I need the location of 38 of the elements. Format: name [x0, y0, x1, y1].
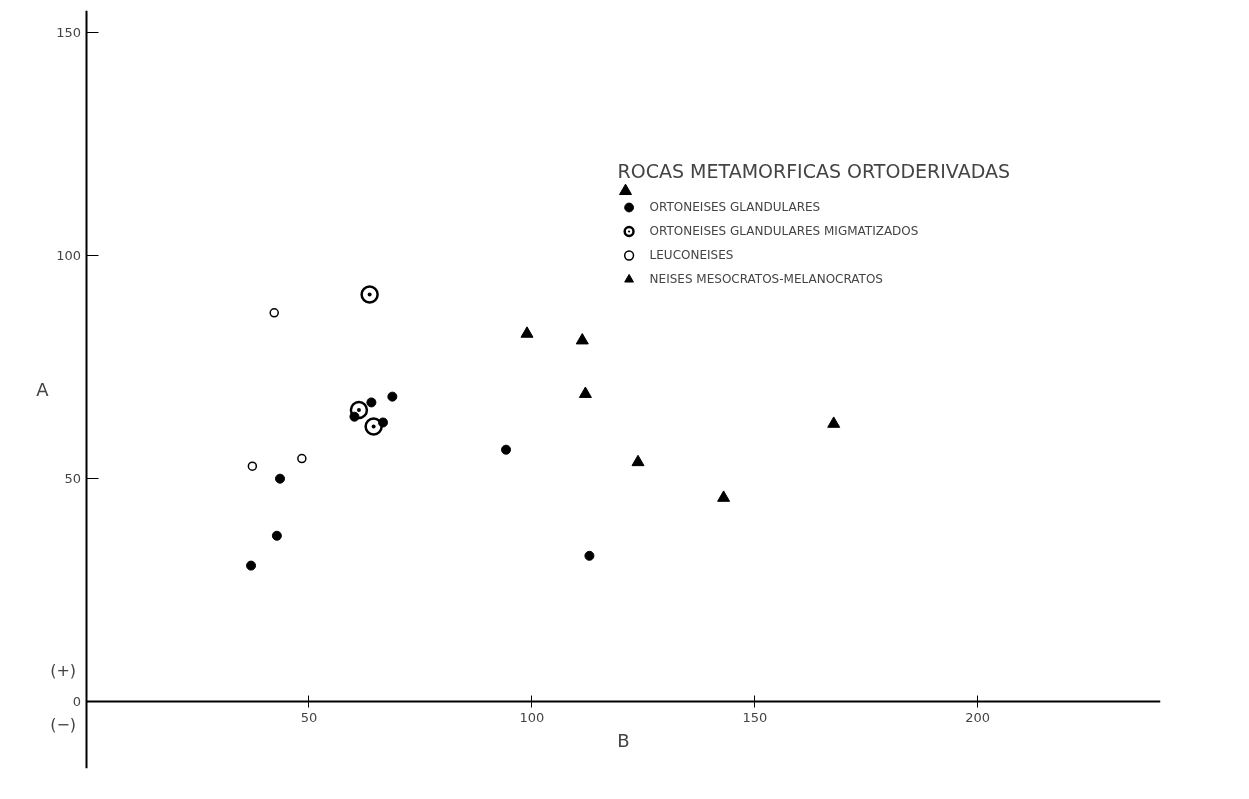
point [520, 326, 534, 338]
point [578, 386, 592, 398]
point [275, 473, 286, 484]
x-tick-label: 100 [519, 709, 545, 725]
legend-label: LEUCONEISES [649, 247, 734, 264]
legend-label: ORTONEISES GLANDULARES [649, 199, 821, 216]
point [246, 560, 257, 571]
point [271, 530, 282, 541]
legend-label: NEISES MESOCRATOS-MELANOCRATOS [649, 271, 883, 288]
y-tick-label: 150 [56, 25, 82, 41]
y-tick-label: 0 [72, 694, 82, 710]
y-axis-title: A [36, 379, 50, 400]
point [501, 444, 512, 455]
x-tick-label: 50 [300, 709, 318, 725]
point [364, 417, 383, 436]
x-tick-label: 150 [742, 709, 768, 725]
point [584, 550, 595, 561]
y-tick-label: 100 [56, 248, 82, 264]
point [247, 461, 258, 471]
legend-label: ORTONEISES GLANDULARES MIGMATIZADOS [649, 223, 919, 240]
point [297, 453, 307, 464]
point [349, 411, 360, 422]
text: (−) [50, 714, 77, 734]
point [378, 417, 388, 428]
point [575, 333, 589, 345]
point [360, 285, 379, 304]
x-axis-title: B [617, 729, 630, 751]
point [387, 391, 398, 402]
point [717, 490, 731, 502]
y-tick-label: 50 [64, 471, 82, 487]
x-tick-label: 200 [965, 709, 991, 725]
point [827, 416, 841, 428]
point [269, 308, 279, 318]
point [631, 454, 645, 467]
point [619, 183, 633, 196]
legend-title: ROCAS METAMORFICAS ORTODERIVADAS [617, 160, 1010, 182]
point [366, 397, 377, 408]
text: (+) [50, 660, 77, 680]
